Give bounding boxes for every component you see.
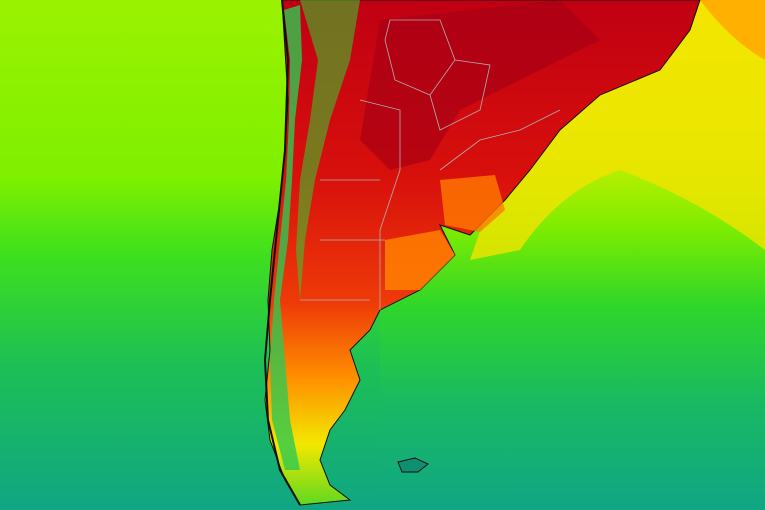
country-borders <box>300 19 561 310</box>
ocean-orange-northeast <box>700 0 765 60</box>
falkland-islands <box>397 457 429 473</box>
buenos-aires-orange <box>385 230 455 290</box>
dark-red-core <box>360 0 600 170</box>
andes-peaks <box>296 0 360 300</box>
andes-cold-strip <box>270 5 302 470</box>
coastline <box>263 0 301 506</box>
uruguay-orange <box>440 175 505 232</box>
